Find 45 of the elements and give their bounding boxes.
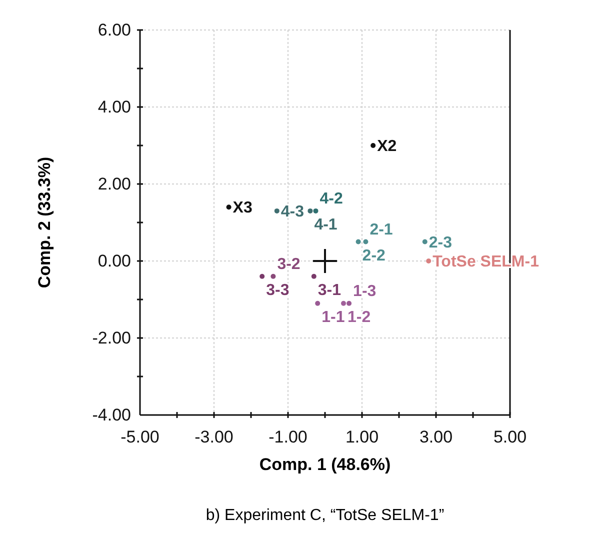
series-label: 3-2 bbox=[277, 256, 300, 273]
series-label: 2-2 bbox=[362, 247, 386, 264]
x-tick-label: -5.00 bbox=[120, 428, 160, 447]
point bbox=[315, 300, 320, 306]
y-axis-title: Comp. 2 (33.3%) bbox=[35, 156, 54, 288]
y-tick-label: 0.00 bbox=[98, 251, 131, 270]
series-label: 3-1 bbox=[318, 282, 342, 299]
y-tick-label: -4.00 bbox=[92, 405, 131, 424]
point bbox=[356, 239, 361, 244]
point bbox=[260, 274, 265, 279]
point bbox=[313, 208, 318, 214]
series-label: 1-3 bbox=[353, 282, 376, 300]
x-tick-label: -3.00 bbox=[194, 428, 234, 447]
point bbox=[274, 208, 280, 214]
series-label: 1-1 bbox=[322, 308, 345, 326]
point bbox=[313, 249, 337, 273]
series-label: 2-3 bbox=[428, 234, 452, 252]
x-tick-label: 3.00 bbox=[419, 428, 453, 447]
x-tick-label: -1.00 bbox=[268, 428, 308, 447]
point bbox=[426, 258, 432, 264]
point bbox=[363, 239, 368, 244]
x-axis-title: Comp. 1 (48.6%) bbox=[259, 455, 391, 474]
point bbox=[226, 204, 232, 210]
series-label: 4-2 bbox=[320, 190, 343, 208]
point bbox=[422, 239, 428, 244]
point bbox=[270, 274, 276, 279]
y-tick-label: 2.00 bbox=[98, 174, 131, 194]
point bbox=[308, 208, 313, 214]
x-tick-label: 5.00 bbox=[493, 428, 527, 447]
series-label: 1-2 bbox=[348, 308, 371, 326]
series-label: X3 bbox=[232, 200, 252, 217]
y-tick-label: -2.00 bbox=[92, 328, 131, 348]
series-label: 2-1 bbox=[370, 221, 393, 238]
series-label: 4-1 bbox=[314, 216, 338, 234]
point bbox=[341, 300, 346, 306]
point bbox=[370, 143, 376, 148]
point bbox=[311, 274, 316, 279]
y-tick-label: 6.00 bbox=[98, 20, 131, 40]
series-label: X2 bbox=[377, 138, 397, 156]
series-label: 3-3 bbox=[266, 282, 290, 299]
text: b) Experiment C, “TotSe SELM-1” bbox=[206, 507, 444, 524]
y-tick-label: 4.00 bbox=[98, 97, 131, 116]
series-label: 4-3 bbox=[280, 204, 304, 221]
point bbox=[346, 300, 352, 306]
x-tick-label: 1.00 bbox=[345, 428, 379, 447]
